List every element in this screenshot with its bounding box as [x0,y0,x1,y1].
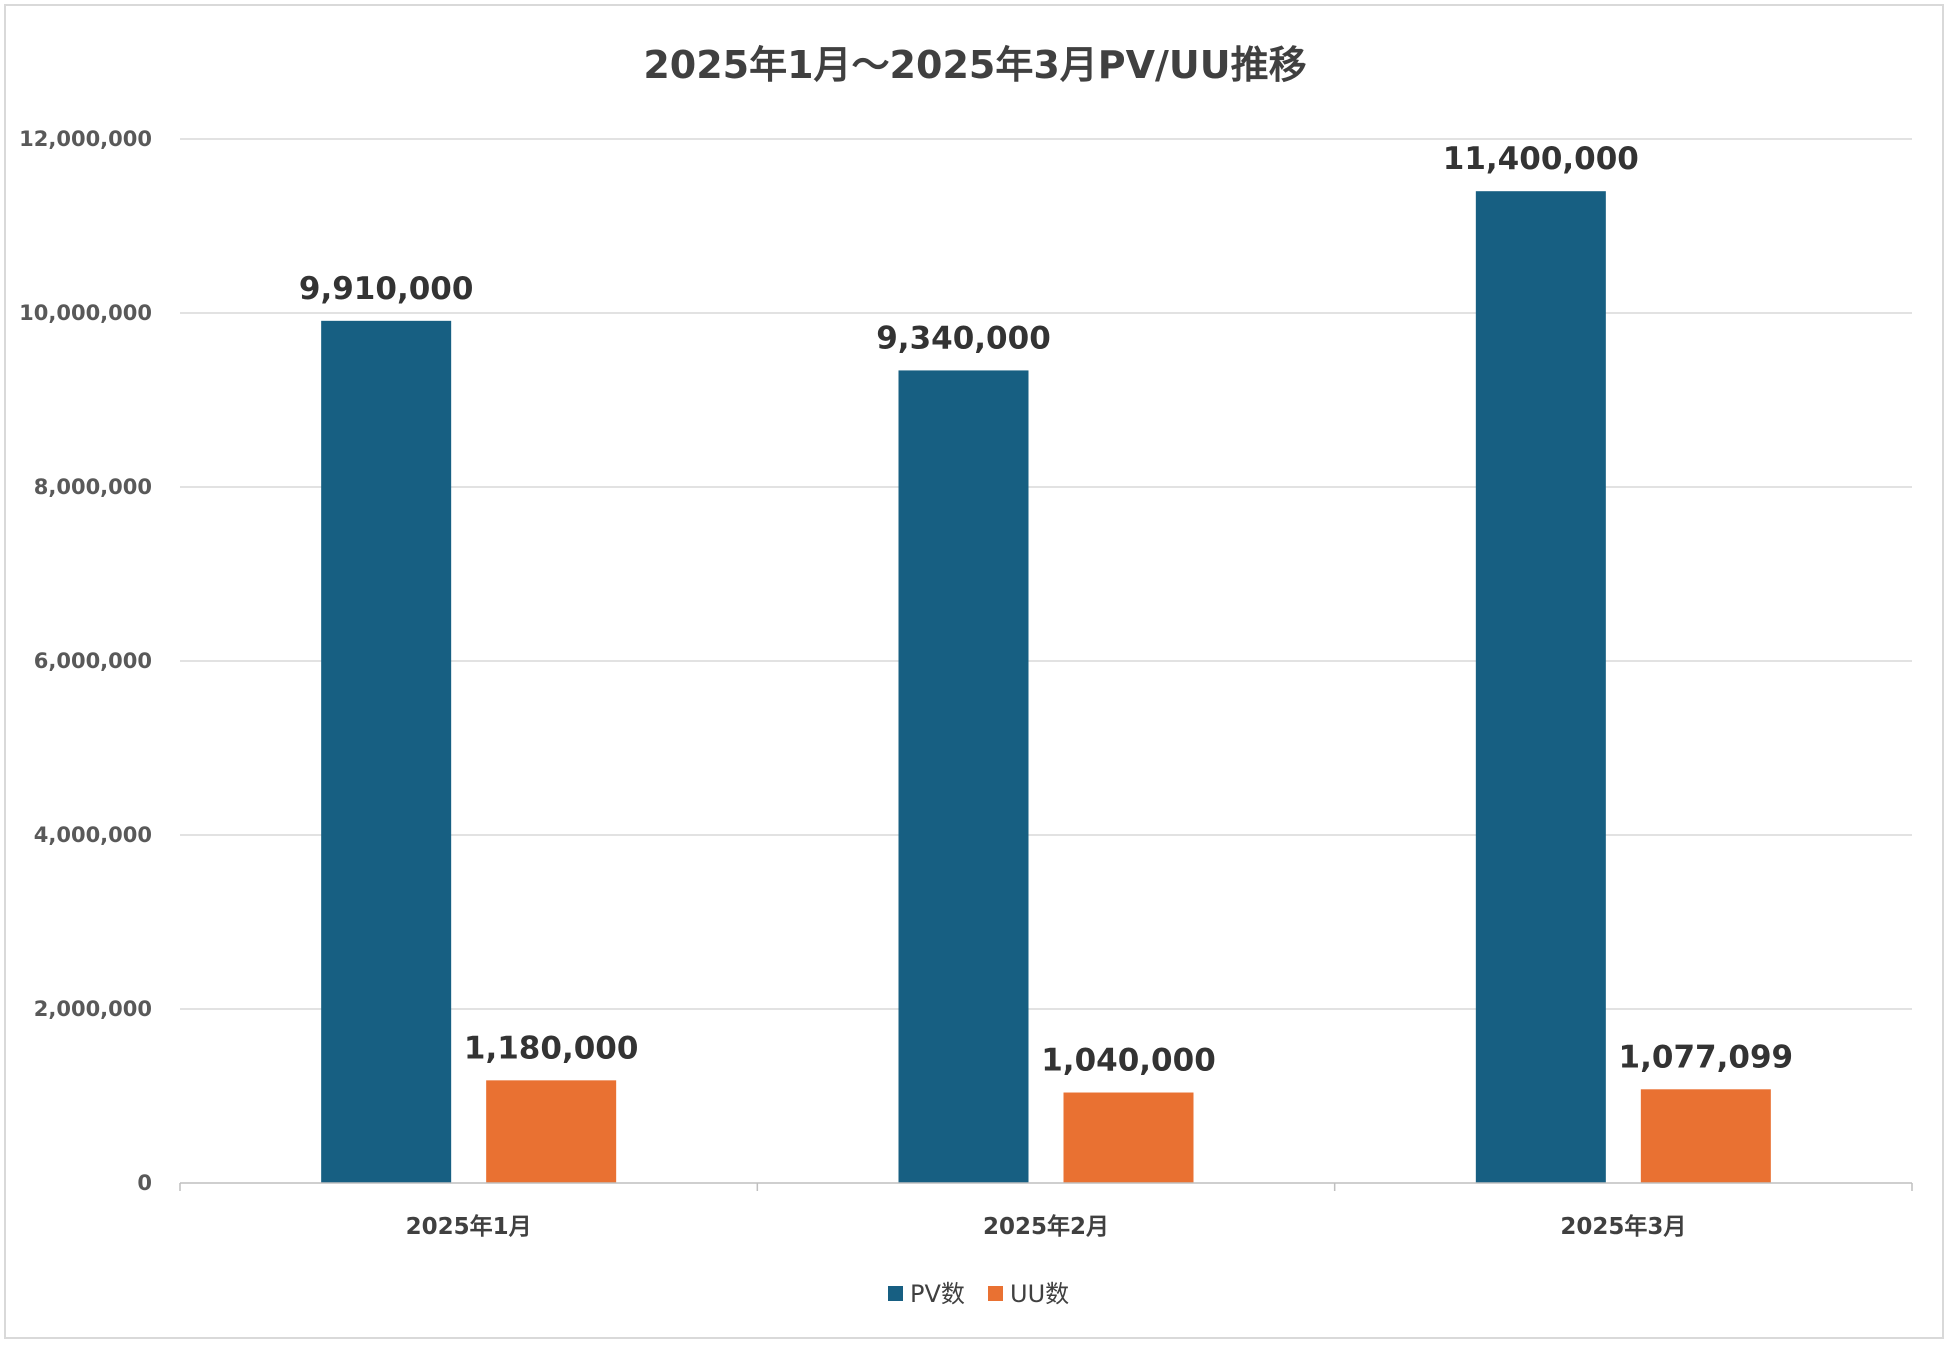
y-tick-label: 4,000,000 [34,823,152,847]
bar-pv [898,370,1029,1183]
data-label: 11,400,000 [1443,141,1639,177]
data-label: 9,910,000 [299,271,474,307]
legend-entry: UU数 [1010,1280,1069,1308]
data-label: 1,077,099 [1619,1039,1794,1075]
data-label: 1,040,000 [1041,1043,1216,1079]
chart-title: 2025年1月～2025年3月PV/UU推移 [643,43,1306,87]
legend: PV数 UU数 [888,1280,1069,1308]
x-tick-label: 2025年2月 [983,1213,1109,1240]
legend-swatch [988,1286,1003,1301]
bar-uu [486,1080,617,1183]
y-tick-label: 0 [137,1171,152,1195]
y-tick-label: 2,000,000 [34,997,152,1021]
y-tick-label: 6,000,000 [34,649,152,673]
legend-entry: PV数 [910,1280,965,1308]
data-labels: 9,910,000 9,340,000 11,400,000 1,180,000 1,0… [299,141,1793,1078]
y-tick-label: 8,000,000 [34,475,152,499]
legend-swatch [888,1286,903,1301]
x-tick-label: 2025年3月 [1560,1213,1686,1240]
x-tick-label: 2025年1月 [406,1213,532,1240]
y-tick-label: 10,000,000 [19,301,152,325]
y-axis-ticks: 0 2,000,000 4,000,000 6,000,000 8,000,000 10,… [19,127,152,1195]
gridlines [180,138,1912,1010]
bars [321,191,1771,1184]
x-axis: 2025年1月 2025年2月 2025年3月 [179,1182,1913,1240]
bar-pv [1475,191,1606,1183]
bar-uu [1640,1089,1771,1183]
data-label: 9,340,000 [876,320,1051,356]
data-label: 1,180,000 [464,1030,639,1066]
y-tick-label: 12,000,000 [19,127,152,151]
bar-pv [321,320,452,1184]
bar-uu [1063,1092,1194,1183]
